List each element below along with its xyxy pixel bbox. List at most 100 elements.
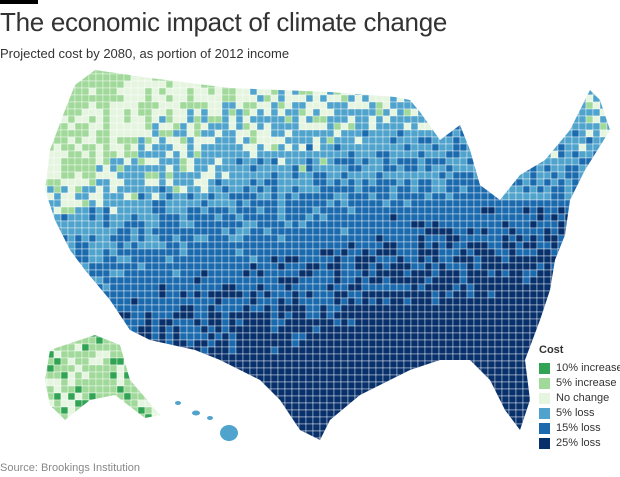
county <box>263 227 272 236</box>
county <box>81 192 90 201</box>
county <box>438 262 447 271</box>
county <box>228 297 237 306</box>
county <box>130 101 139 110</box>
county <box>45 437 48 440</box>
county <box>319 367 328 376</box>
county <box>109 311 118 320</box>
county <box>228 171 237 180</box>
county <box>417 87 426 96</box>
county <box>522 164 531 173</box>
county <box>284 318 293 327</box>
county <box>375 430 384 439</box>
county <box>382 178 391 187</box>
county <box>81 364 90 373</box>
county <box>382 80 391 89</box>
county <box>291 332 300 341</box>
county <box>144 353 153 362</box>
legend-item: 15% loss <box>539 421 620 436</box>
county <box>550 80 559 89</box>
legend-label: 15% loss <box>556 422 601 434</box>
county <box>95 378 104 387</box>
county <box>312 332 321 341</box>
county <box>459 374 468 383</box>
county <box>60 385 69 394</box>
county <box>263 374 272 383</box>
county <box>347 318 356 327</box>
county <box>606 136 610 145</box>
county <box>571 297 580 306</box>
county <box>67 136 76 145</box>
county <box>431 192 440 201</box>
county <box>305 290 314 299</box>
county <box>123 227 132 236</box>
county <box>256 297 265 306</box>
county <box>529 171 538 180</box>
county <box>452 367 461 376</box>
county <box>571 234 580 243</box>
county <box>424 213 433 222</box>
county <box>95 297 104 306</box>
county <box>354 80 363 89</box>
county <box>424 430 433 439</box>
county <box>543 311 552 320</box>
county <box>137 171 146 180</box>
county <box>347 374 356 383</box>
county <box>256 185 265 194</box>
county <box>438 227 447 236</box>
county <box>74 325 83 334</box>
county <box>165 423 174 432</box>
county <box>417 423 426 432</box>
county <box>193 136 202 145</box>
county <box>480 143 489 152</box>
county <box>228 157 237 166</box>
county <box>242 185 251 194</box>
county <box>473 122 482 131</box>
county <box>60 325 69 334</box>
county <box>543 325 552 334</box>
county <box>494 283 503 292</box>
county <box>45 122 48 131</box>
county <box>242 248 251 257</box>
county <box>67 185 76 194</box>
county <box>592 136 601 145</box>
county <box>354 241 363 250</box>
county <box>102 357 111 366</box>
county <box>60 94 69 103</box>
county <box>95 220 104 229</box>
county <box>453 60 460 67</box>
county <box>508 283 517 292</box>
county <box>165 430 174 439</box>
county <box>109 206 118 215</box>
county <box>410 94 419 103</box>
county <box>235 332 244 341</box>
county <box>88 325 97 334</box>
county <box>130 392 139 401</box>
county <box>45 360 48 369</box>
county <box>144 430 153 439</box>
county <box>123 283 132 292</box>
county <box>354 185 363 194</box>
county <box>193 395 202 404</box>
county <box>529 290 538 299</box>
county <box>459 388 468 397</box>
county <box>550 269 559 278</box>
county <box>116 290 125 299</box>
county <box>214 178 223 187</box>
county <box>515 143 524 152</box>
county <box>361 80 370 89</box>
county <box>614 326 620 333</box>
county <box>291 234 300 243</box>
county <box>277 367 286 376</box>
county <box>564 241 573 250</box>
county <box>312 339 321 348</box>
county <box>445 304 454 313</box>
county <box>508 185 517 194</box>
county <box>137 87 146 96</box>
county <box>382 129 391 138</box>
county <box>417 255 426 264</box>
county <box>81 297 90 306</box>
county <box>242 255 251 264</box>
county <box>375 122 384 131</box>
county <box>382 311 391 320</box>
county <box>130 346 139 355</box>
